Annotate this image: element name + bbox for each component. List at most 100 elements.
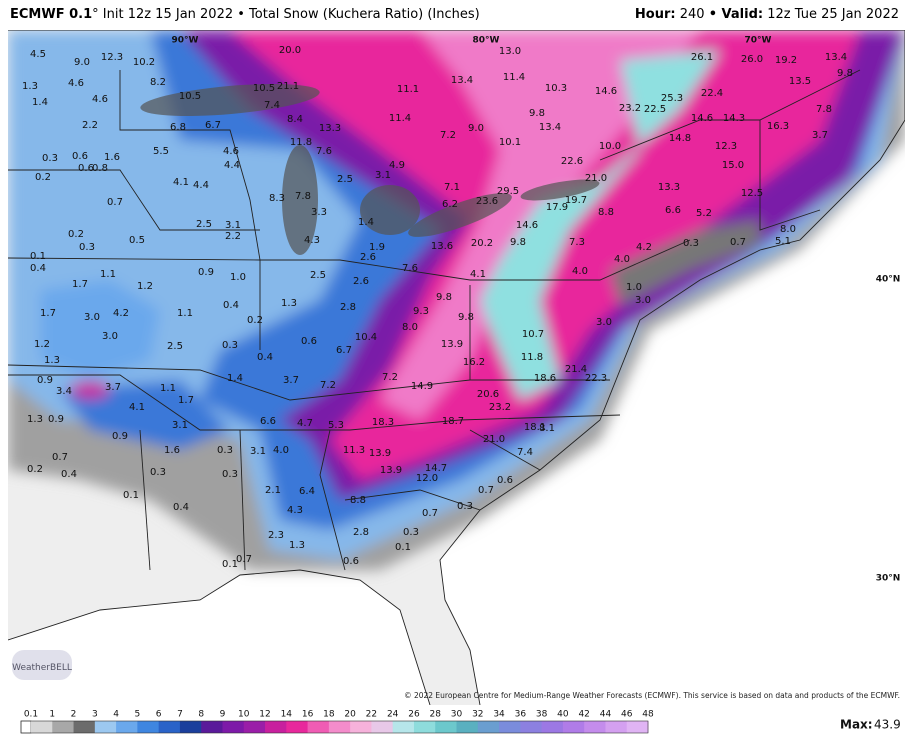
snow-label: 20.6 (477, 389, 499, 400)
snow-label: 0.4 (173, 502, 189, 513)
snow-label: 14.6 (595, 86, 617, 97)
snow-label: 2.6 (353, 276, 369, 287)
snow-label: 0.2 (68, 229, 84, 240)
colorbar-swatch (179, 721, 202, 733)
snow-label: 1.9 (369, 242, 385, 253)
header-right: Hour: 240 • Valid: 12z Tue 25 Jan 2022 (635, 0, 899, 30)
colorbar-swatch (371, 721, 394, 733)
snow-label: 0.7 (107, 197, 123, 208)
snow-label: 22.5 (644, 104, 666, 115)
colorbar-label: 8 (198, 710, 204, 720)
snow-label: 13.4 (451, 75, 473, 86)
snow-label: 7.4 (517, 447, 533, 458)
snow-label: 0.6 (343, 556, 359, 567)
snow-label: 0.1 (222, 559, 238, 570)
colorbar-label: 44 (600, 710, 612, 720)
snow-label: 2.5 (167, 341, 183, 352)
snow-label: 11.8 (521, 352, 543, 363)
snow-label: 0.8 (92, 163, 108, 174)
colorbar-label: 26 (408, 710, 420, 720)
snow-label: 1.6 (164, 445, 180, 456)
snow-label: 6.4 (299, 486, 315, 497)
snow-label: 10.2 (133, 57, 155, 68)
snow-label: 0.3 (79, 242, 95, 253)
map: 4.5 12.3 10.2 20.0 13.0 26.1 26.0 19.2 13.4 9.0 9.… (8, 30, 905, 705)
snow-label: 11.8 (290, 137, 312, 148)
snow-label: 3.4 (56, 386, 72, 397)
snow-label: 16.3 (767, 121, 789, 132)
colorbar-label: 9 (220, 710, 226, 720)
snow-label: 13.4 (825, 52, 847, 63)
snow-label: 11.1 (397, 84, 419, 95)
snow-label: 0.6 (72, 151, 88, 162)
snow-label: 1.3 (22, 81, 38, 92)
snow-label: 0.7 (236, 554, 252, 565)
snow-label: 0.1 (395, 542, 411, 553)
colorbar-label: 7 (177, 710, 183, 720)
colorbar-swatch (286, 721, 309, 733)
snow-label: 10.0 (599, 141, 621, 152)
snow-label: 22.6 (561, 156, 583, 167)
max-label: Max: (840, 718, 873, 732)
colorbar-swatch (626, 721, 649, 733)
snow-label: 9.8 (458, 312, 474, 323)
snow-label: 10.5 (253, 83, 275, 94)
colorbar: 0.1 1 2 3 4 5 6 7 8 9 10 12 14 16 18 20 22 24 26 28 30 32 34 36… (20, 710, 901, 734)
colorbar-label: 22 (366, 710, 377, 720)
model: ECMWF 0.1 (10, 7, 93, 22)
snow-label: 1.4 (358, 217, 374, 228)
snow-label: 1.3 (281, 298, 297, 309)
colorbar-label: 16 (302, 710, 314, 720)
snow-label: 18.7 (442, 416, 464, 427)
snow-label: 23.2 (619, 103, 641, 114)
snow-label: 7.2 (440, 130, 456, 141)
snow-label: 1.3 (44, 355, 60, 366)
snow-label: 14.8 (669, 133, 691, 144)
map-area (8, 30, 905, 705)
snow-label: 0.4 (30, 263, 46, 274)
snow-label: 0.9 (198, 267, 214, 278)
snow-label: 12.5 (741, 188, 763, 199)
snow-label: 1.3 (27, 414, 43, 425)
colorbar-swatch (584, 721, 606, 733)
snow-label: 0.7 (478, 485, 494, 496)
snow-label: 3.1 (250, 446, 266, 457)
snow-label: 1.4 (32, 97, 48, 108)
snow-label: 5.3 (328, 420, 344, 431)
snow-label: 22.3 (585, 373, 607, 384)
snow-label: 0.2 (247, 315, 263, 326)
colorbar-swatch (413, 721, 436, 733)
snow-label: 2.5 (337, 174, 353, 185)
snow-label: 21.1 (277, 81, 299, 92)
grid-label: 80°W (473, 36, 500, 46)
colorbar-label: 10 (238, 710, 250, 720)
borders (8, 30, 905, 705)
snow-label: 0.6 (78, 163, 94, 174)
snow-label: 13.5 (789, 76, 811, 87)
snow-label: 2.8 (340, 302, 356, 313)
snow-label: 0.2 (35, 172, 51, 183)
snow-label: 12.3 (101, 52, 123, 63)
snow-label: 3.7 (283, 375, 299, 386)
snow-label: 0.7 (730, 237, 746, 248)
snow-label: 6.7 (336, 345, 352, 356)
credit: © 2022 European Centre for Medium-Range … (404, 691, 900, 700)
snow-label: 14.9 (411, 381, 433, 392)
snow-label: 2.6 (360, 252, 376, 263)
colorbar-swatch (243, 721, 266, 733)
logo-badge (12, 650, 72, 680)
snow-label: 9.8 (837, 68, 853, 79)
snow-label: 3.0 (102, 331, 118, 342)
snow-label: 13.9 (369, 448, 391, 459)
snow-label: 0.4 (223, 300, 239, 311)
snow-label: 14.6 (691, 113, 713, 124)
snow-label: 3.0 (635, 295, 651, 306)
snow-label: 3.0 (596, 317, 612, 328)
snow-label: 0.3 (457, 501, 473, 512)
colorbar-label: 3 (92, 710, 98, 720)
snow-label: 0.3 (222, 469, 238, 480)
snow-label: 19.7 (565, 195, 587, 206)
colorbar-swatch (499, 721, 521, 733)
colorbar-label: 24 (387, 710, 399, 720)
